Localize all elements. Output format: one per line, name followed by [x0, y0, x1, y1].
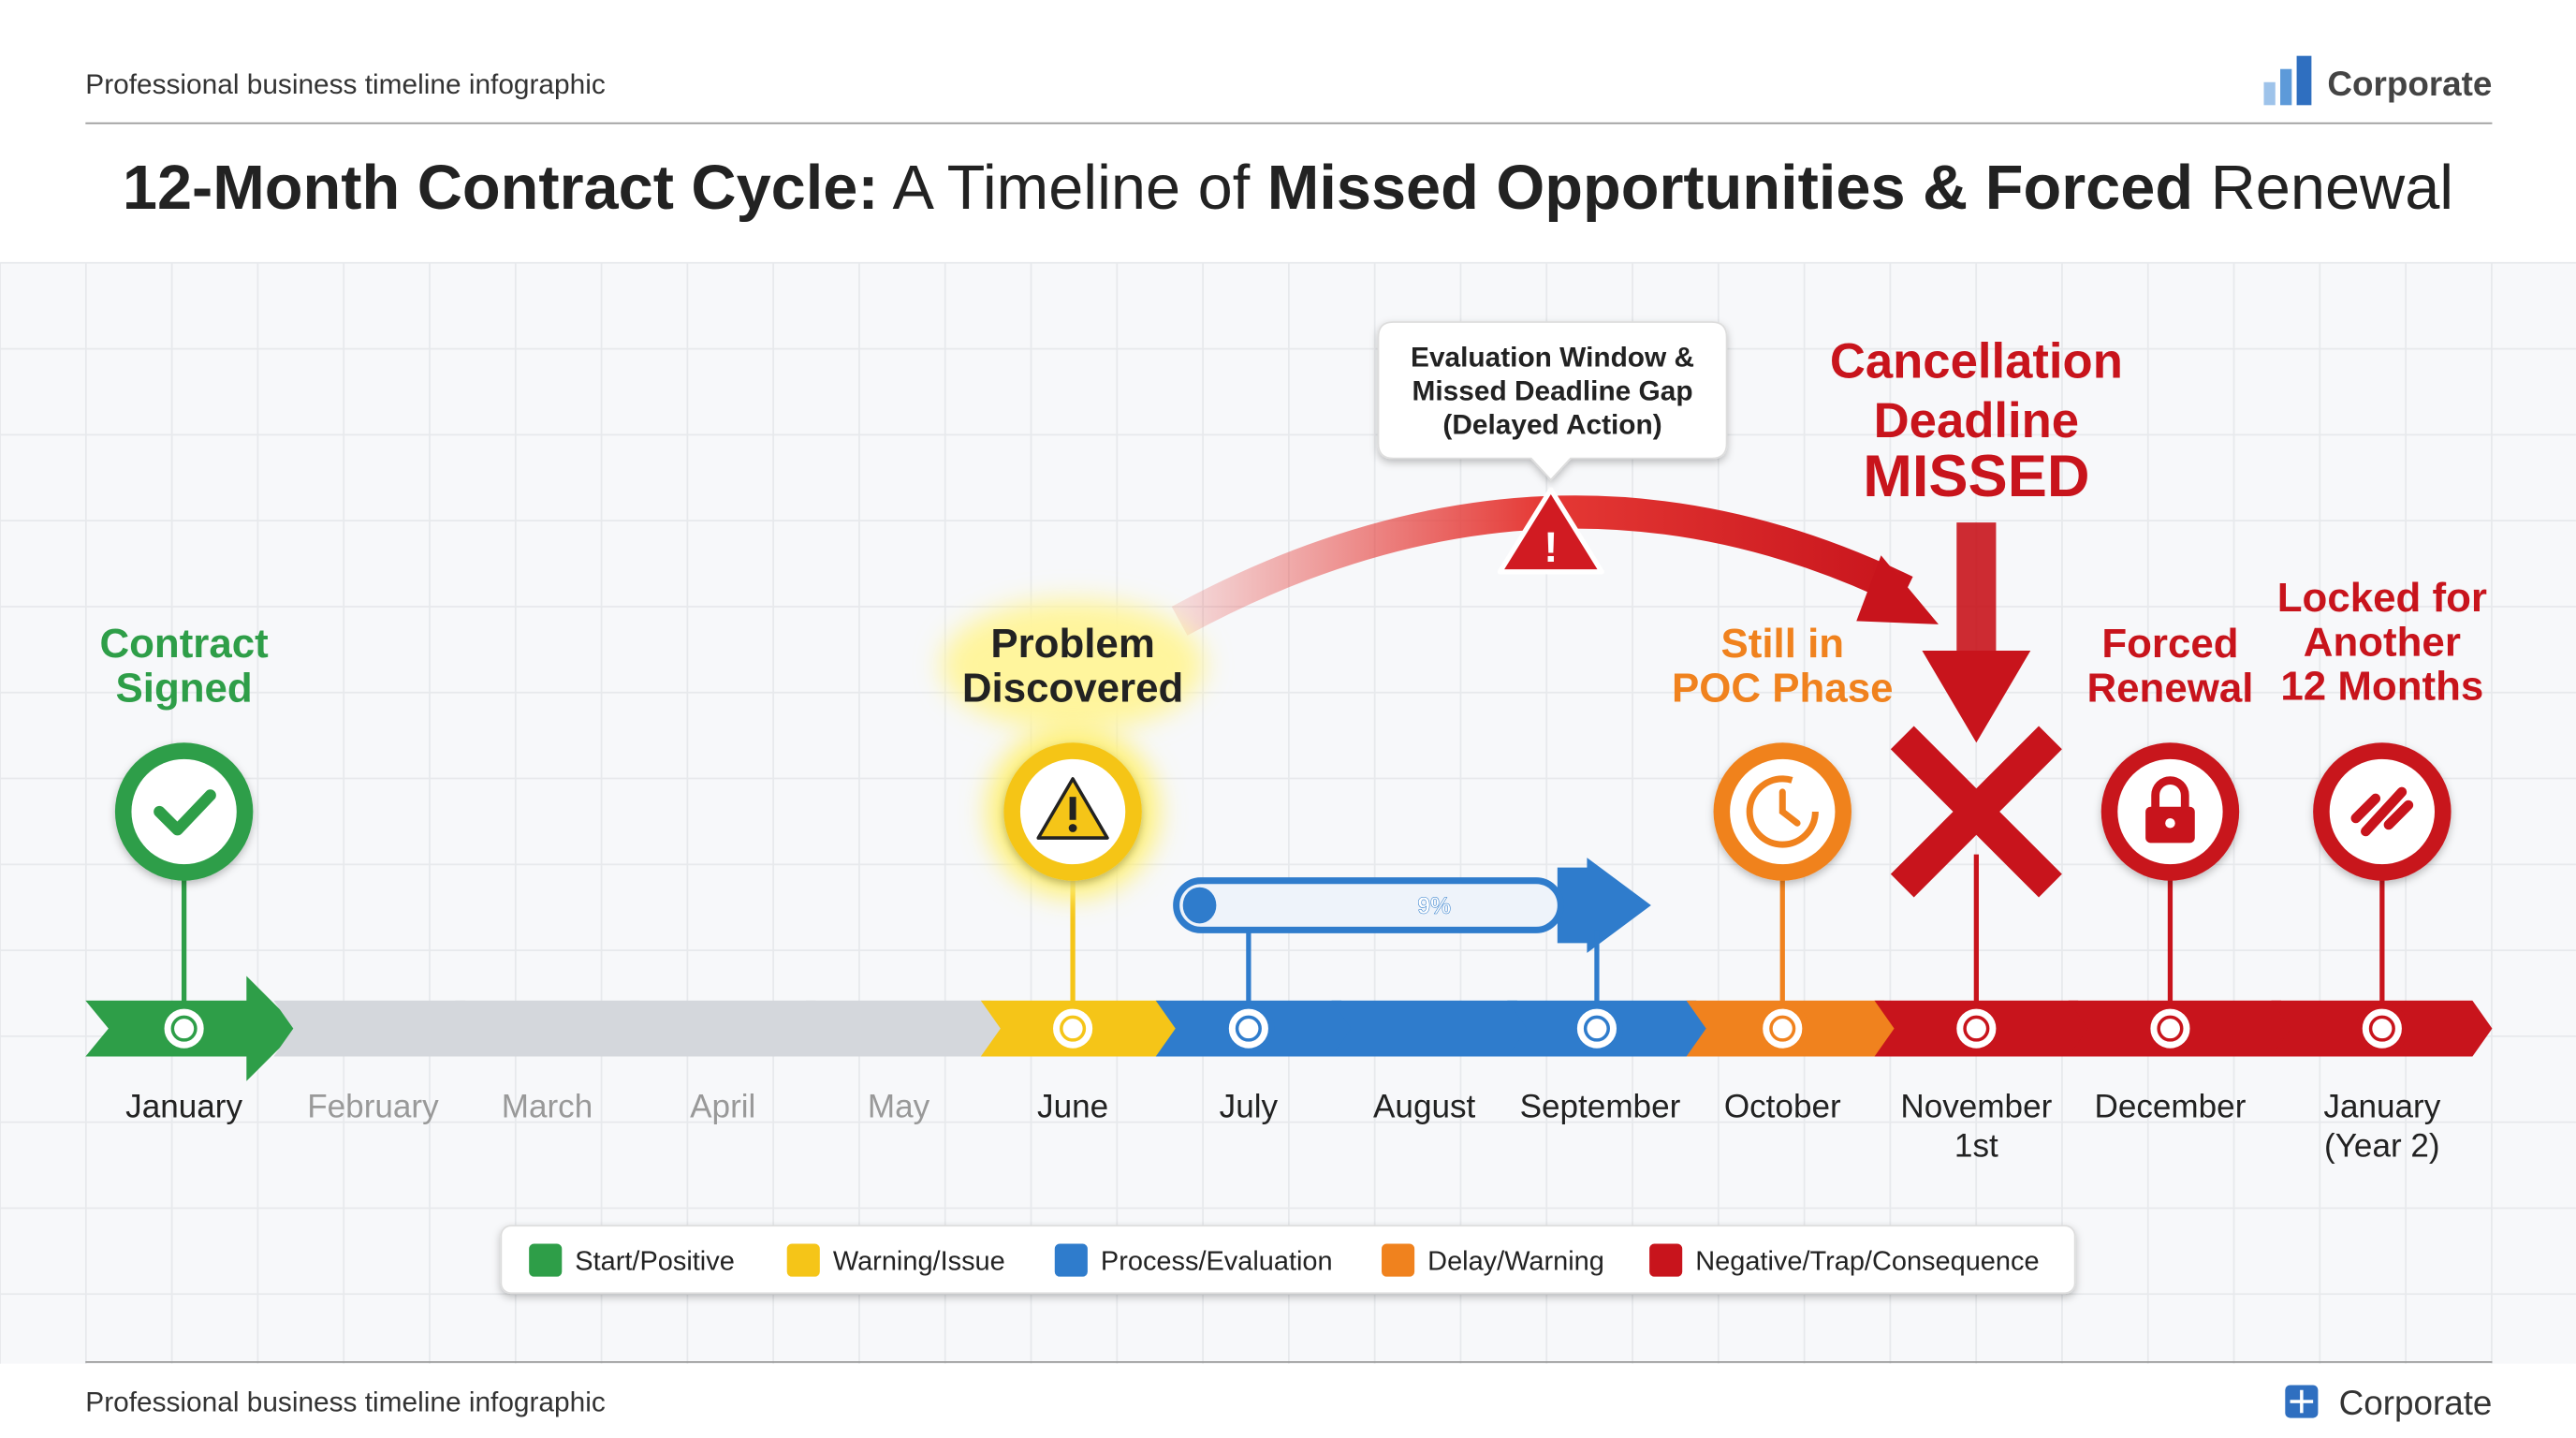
- timeline-node-dot: [1235, 1015, 1262, 1042]
- legend-label: Process/Evaluation: [1101, 1247, 1333, 1277]
- lock-glyph: [2151, 776, 2189, 809]
- footer-brand: Corporate: [2339, 1384, 2493, 1422]
- progress-track: [1173, 877, 1564, 933]
- title-part: Renewal: [2193, 154, 2453, 223]
- timeline-node-dot: [2368, 1015, 2395, 1042]
- month-label: December: [2095, 1088, 2247, 1124]
- progress-arrow: [1557, 858, 1651, 953]
- timeline-segment: [455, 1000, 660, 1057]
- progress-label: 9%: [1417, 894, 1451, 919]
- header-brand: Corporate: [2327, 65, 2492, 103]
- footer-logo: [2285, 1385, 2319, 1418]
- month-label: June: [1037, 1088, 1108, 1124]
- legend-swatch: [1054, 1243, 1088, 1277]
- legend-label: Delay/Warning: [1427, 1247, 1604, 1277]
- title-part: Missed Opportunities & Forced: [1267, 154, 2193, 223]
- month-label: May: [868, 1088, 930, 1124]
- deadline-arrow: [1956, 522, 1997, 654]
- header-logo: [2263, 55, 2312, 106]
- month-label: September: [1520, 1088, 1681, 1124]
- legend-label: Negative/Trap/Consequence: [1695, 1247, 2039, 1277]
- legend-swatch: [1382, 1243, 1415, 1277]
- event-label: Another: [2304, 619, 2461, 665]
- check-glyph: [154, 789, 216, 836]
- legend-swatch: [1649, 1243, 1683, 1277]
- warning-icon: [1497, 487, 1604, 575]
- footer-caption: Professional business timeline infograph…: [85, 1387, 606, 1418]
- month-label: January: [2323, 1088, 2440, 1124]
- month-label: March: [502, 1088, 593, 1124]
- legend-label: Start/Positive: [575, 1247, 734, 1277]
- progress-fill: [1182, 887, 1217, 924]
- timeline-segment: [273, 1000, 485, 1057]
- title-part: A Timeline of: [879, 154, 1267, 223]
- month-label: January: [125, 1088, 242, 1124]
- warn-glyph: [1069, 797, 1076, 820]
- timeline-node-dot: [2157, 1015, 2184, 1042]
- header-caption: Professional business timeline infograph…: [85, 69, 606, 100]
- month-label: February: [307, 1088, 439, 1124]
- warn-glyph: [1068, 824, 1077, 832]
- event-label: Forced: [2101, 621, 2238, 667]
- timeline-segment: [805, 1000, 1011, 1057]
- warning-glyph: !: [1544, 523, 1558, 571]
- glow: [941, 599, 1205, 731]
- callout: Evaluation Window &Missed Deadline Gap(D…: [1411, 342, 1694, 440]
- timeline-node-dot: [1769, 1015, 1796, 1042]
- event-label: Contract: [99, 621, 269, 667]
- timeline-segment: [1331, 1000, 1537, 1057]
- legend-swatch: [529, 1243, 563, 1277]
- month-label: (Year 2): [2324, 1128, 2440, 1165]
- deadline-arrow-head: [1922, 650, 2031, 743]
- callout-text: (Delayed Action): [1442, 409, 1661, 440]
- clock-glyph: [1746, 775, 1819, 848]
- timeline: January February March April May June July Augu…: [85, 334, 2493, 1165]
- timeline-node-dot: [1963, 1015, 1990, 1042]
- callout-box: [1377, 321, 1728, 481]
- legend-swatch: [786, 1243, 820, 1277]
- event-label: Cancellation: [1830, 334, 2123, 389]
- legend: Start/Positive Warning/Issue Process/Evalu…: [500, 1225, 2076, 1295]
- event-label: Problem: [990, 621, 1154, 667]
- event-icon-inner: [131, 758, 237, 865]
- x-icon: [1890, 726, 2062, 898]
- month-label: August: [1373, 1088, 1476, 1124]
- event-label: Still in: [1720, 621, 1844, 667]
- legend-label: Warning/Issue: [833, 1247, 1005, 1277]
- link-glyph: [2350, 786, 2414, 837]
- lock-glyph: [2165, 818, 2175, 829]
- legend-box: [500, 1225, 2076, 1295]
- callout-text: Missed Deadline Gap: [1412, 375, 1693, 406]
- timeline-node-dot: [1583, 1015, 1610, 1042]
- month-label: November: [1900, 1088, 2052, 1124]
- month-label: April: [690, 1088, 755, 1124]
- timeline-segment: [630, 1000, 836, 1057]
- title: 12-Month Contract Cycle: A Timeline of M…: [123, 154, 2453, 223]
- title-part: 12-Month Contract Cycle:: [123, 154, 879, 223]
- grid: [0, 261, 2576, 1364]
- month-label: October: [1724, 1088, 1841, 1124]
- event-label: Renewal: [2086, 665, 2253, 711]
- event-label: MISSED: [1863, 444, 2089, 509]
- timeline-node-dot: [170, 1015, 198, 1042]
- month-label: 1st: [1954, 1128, 1998, 1165]
- month-label: July: [1220, 1088, 1279, 1124]
- event-label: Signed: [116, 665, 253, 711]
- event-label: Deadline: [1874, 393, 2079, 448]
- event-label: Locked for: [2277, 575, 2487, 621]
- timeline-node-dot: [1060, 1015, 1087, 1042]
- event-label: Discovered: [962, 665, 1183, 711]
- event-label: POC Phase: [1672, 665, 1893, 711]
- event-label: 12 Months: [2280, 664, 2483, 710]
- callout-text: Evaluation Window &: [1411, 342, 1694, 373]
- clock-glyph: [1778, 788, 1801, 827]
- gap-arrow-head: [1856, 555, 1939, 624]
